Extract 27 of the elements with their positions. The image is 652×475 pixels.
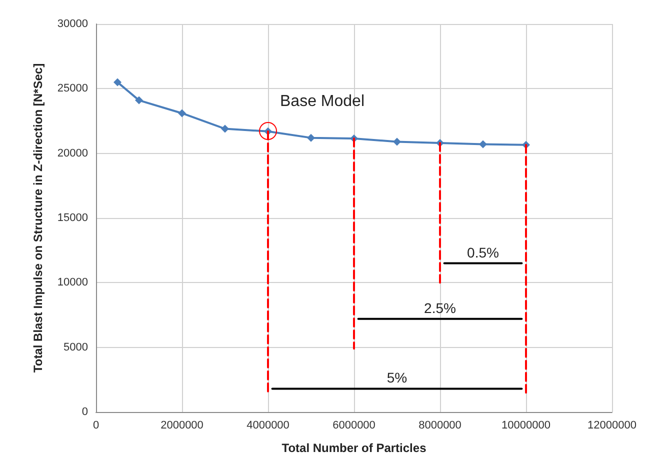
y-tick-label: 0 (82, 406, 88, 418)
y-axis-title: Total Blast Impulse on Structure in Z-direction [N*Sec] (31, 63, 45, 373)
y-tick-label: 5000 (64, 341, 88, 354)
annotation: 0.5% (467, 244, 499, 260)
annotation: 2.5% (424, 300, 456, 316)
y-tick-label: 15000 (57, 212, 88, 224)
x-tick-label: 0 (92, 420, 100, 432)
x-axis-title: Total Number of Particles (282, 441, 427, 455)
y-tick-label: 30000 (57, 18, 88, 30)
y-tick-label: 10000 (57, 276, 88, 289)
point (393, 138, 401, 146)
point (135, 96, 143, 104)
x-tick-label: 6000000 (332, 420, 376, 432)
x-tick-label: 8000000 (418, 420, 462, 432)
point (307, 134, 315, 142)
annotation: Base Model (280, 92, 364, 110)
y-tick-label: 25000 (57, 82, 88, 95)
point (221, 124, 229, 133)
x-tick-label: 2000000 (160, 420, 204, 432)
y-tick-label: 20000 (57, 147, 88, 160)
point (114, 78, 122, 86)
point (479, 140, 487, 148)
x-tick-label: 4000000 (246, 420, 290, 432)
x-tick-label: 10000000 (502, 420, 550, 432)
point (178, 109, 186, 118)
x-tick-label: 12000000 (588, 420, 636, 432)
annotation: 5% (386, 370, 408, 386)
